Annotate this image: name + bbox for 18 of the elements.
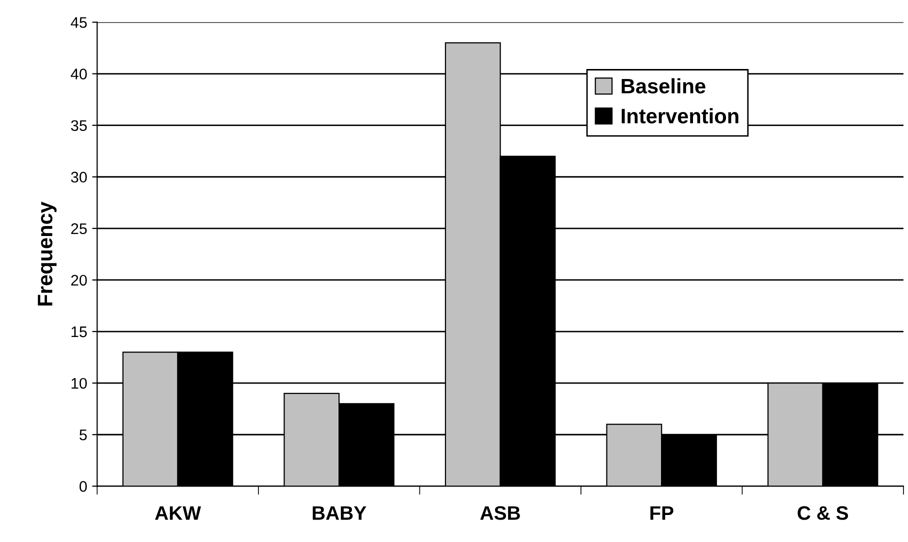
x-tick-label: BABY	[312, 506, 366, 520]
y-tick-label: 35	[71, 120, 87, 132]
y-tick-label: 20	[71, 274, 87, 286]
y-tick-label: 45	[70, 17, 87, 28]
legend-label: Intervention	[622, 108, 738, 124]
y-tick-label: 40	[70, 68, 87, 80]
x-tick-label: ASB	[480, 506, 520, 520]
y-axis-title: Frequency	[38, 202, 57, 306]
x-tick-label: C & S	[798, 506, 848, 520]
x-tick-label: FP	[650, 506, 674, 520]
y-tick-label: 10	[72, 378, 87, 389]
y-tick-label: 0	[80, 481, 87, 492]
y-tick-label: 25	[71, 223, 87, 234]
y-tick-label: 30	[71, 172, 87, 183]
y-tick-label: 15	[72, 326, 87, 338]
x-tick-label: AKW	[155, 506, 201, 520]
legend-label: Baseline	[622, 78, 706, 94]
y-tick-label: 5	[80, 430, 87, 440]
